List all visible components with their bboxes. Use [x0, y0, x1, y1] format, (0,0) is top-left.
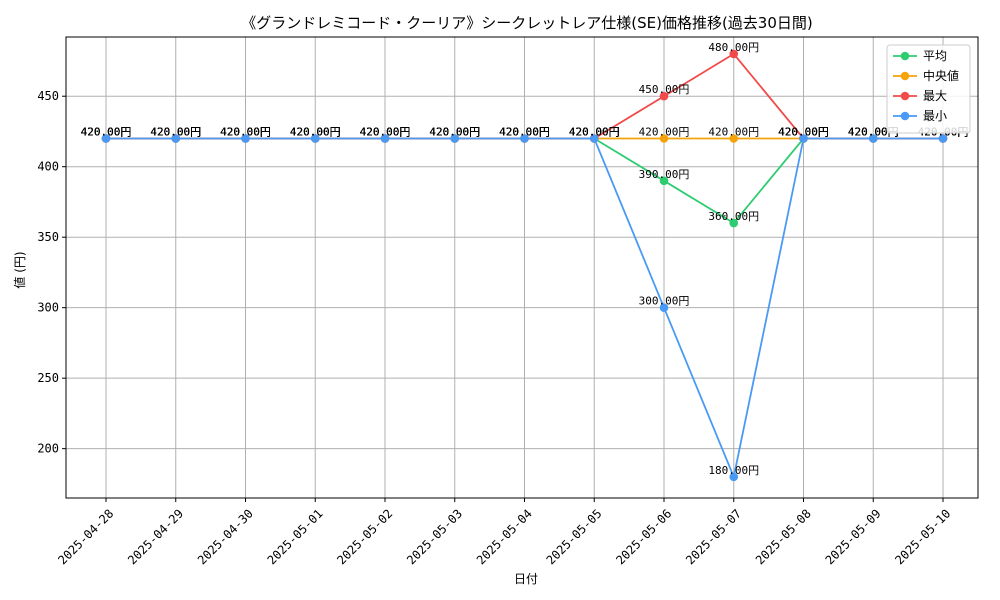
data-label: 420.00円 — [150, 126, 201, 139]
x-axis-label: 日付 — [514, 572, 538, 586]
data-label: 420.00円 — [569, 126, 620, 139]
data-label: 420.00円 — [220, 126, 271, 139]
y-axis-label: 値 (円) — [12, 251, 27, 288]
y-tick-label: 200 — [37, 442, 59, 456]
data-label: 420.00円 — [220, 126, 271, 139]
data-label: 420.00円 — [569, 126, 620, 139]
data-label: 180.00円 — [708, 464, 759, 477]
data-label: 420.00円 — [569, 126, 620, 139]
data-label: 420.00円 — [569, 126, 620, 139]
data-label: 420.00円 — [150, 126, 201, 139]
data-label: 420.00円 — [848, 126, 899, 139]
data-label: 420.00円 — [290, 126, 341, 139]
data-label: 420.00円 — [778, 126, 829, 139]
legend-entry: 平均 — [923, 49, 947, 63]
data-label: 420.00円 — [290, 126, 341, 139]
chart-title: 《グランドレミコード・クーリア》シークレットレア仕様(SE)価格推移(過去30日… — [241, 14, 813, 32]
data-point — [241, 134, 250, 143]
y-tick-label: 300 — [37, 301, 59, 315]
legend-box — [886, 44, 971, 134]
data-label: 300.00円 — [639, 295, 690, 308]
data-label: 420.00円 — [290, 126, 341, 139]
data-label: 480.00円 — [708, 41, 759, 54]
data-label: 420.00円 — [150, 126, 201, 139]
series-layer — [101, 49, 948, 482]
legend-swatch-marker — [900, 111, 910, 121]
data-label: 420.00円 — [639, 126, 690, 139]
data-label: 420.00円 — [220, 126, 271, 139]
data-point — [729, 218, 739, 228]
data-point — [659, 303, 669, 312]
data-point — [868, 134, 878, 143]
data-label: 420.00円 — [290, 126, 341, 139]
data-label: 420.00円 — [81, 126, 132, 139]
legend-swatch-marker — [900, 91, 910, 101]
grid-layer — [66, 37, 978, 498]
data-point — [101, 134, 111, 143]
data-point — [310, 134, 320, 143]
data-label: 450.00円 — [639, 83, 690, 96]
data-label: 420.00円 — [499, 126, 550, 139]
y-tick-label: 450 — [37, 89, 59, 103]
data-label: 420.00円 — [150, 126, 201, 139]
data-label: 420.00円 — [360, 126, 411, 139]
plot-frame — [65, 36, 979, 499]
data-label: 420.00円 — [81, 126, 132, 139]
data-label: 420.00円 — [708, 126, 759, 139]
data-point — [450, 134, 460, 143]
data-point — [729, 134, 739, 143]
data-label: 390.00円 — [639, 168, 690, 181]
data-label: 420.00円 — [848, 126, 899, 139]
data-point — [659, 134, 669, 143]
legend-swatch-marker — [900, 71, 910, 81]
data-label: 420.00円 — [848, 126, 899, 139]
data-labels-layer: 420.00円 420.00円 420.00円 420.00円 420.00円 420.0… — [81, 41, 969, 477]
data-label: 420.00円 — [429, 126, 480, 139]
y-tick-label: 400 — [37, 160, 59, 174]
data-label: 420.00円 — [220, 126, 271, 139]
data-label: 420.00円 — [778, 126, 829, 139]
data-label: 420.00円 — [429, 126, 480, 139]
data-point — [729, 472, 739, 482]
data-label: 420.00円 — [360, 126, 411, 139]
data-label: 420.00円 — [778, 126, 829, 139]
data-label: 420.00円 — [81, 126, 132, 139]
data-label: 420.00円 — [848, 126, 899, 139]
data-point — [659, 176, 669, 186]
data-label: 420.00円 — [429, 126, 480, 139]
data-label: 420.00円 — [499, 126, 550, 139]
data-label: 420.00円 — [499, 126, 550, 139]
data-point — [938, 134, 948, 143]
y-tick-label: 250 — [37, 371, 59, 385]
data-point — [729, 49, 739, 59]
data-point — [799, 134, 808, 143]
data-point — [659, 91, 669, 101]
legend-entry: 中央値 — [923, 68, 959, 83]
legend-swatch-marker — [900, 51, 910, 61]
legend-entry: 最大 — [923, 89, 947, 103]
data-label: 420.00円 — [429, 126, 480, 139]
data-label: 420.00円 — [778, 126, 829, 139]
y-tick-label: 350 — [37, 230, 59, 244]
data-label: 420.00円 — [81, 126, 132, 139]
data-point — [589, 134, 599, 143]
data-point — [380, 134, 390, 143]
data-point — [520, 134, 529, 143]
legend-entry: 最小 — [923, 109, 947, 123]
data-point — [171, 134, 181, 143]
data-label: 420.00円 — [360, 126, 411, 139]
data-label: 360.00円 — [708, 210, 759, 223]
data-label: 420.00円 — [499, 126, 550, 139]
data-label: 420.00円 — [360, 126, 411, 139]
